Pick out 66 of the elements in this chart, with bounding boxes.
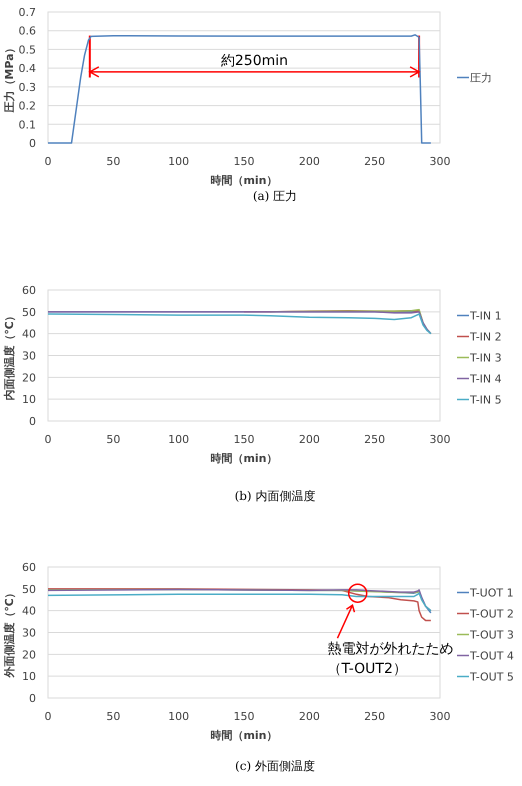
x-axis-title: 時間（min） [210, 729, 278, 742]
x-tick-label: 50 [106, 433, 120, 446]
legend-label: T-OUT 5 [469, 670, 514, 684]
legend-label: T-IN 1 [469, 310, 502, 322]
x-tick-label: 300 [430, 433, 450, 446]
y-tick-label: 60 [22, 284, 36, 297]
x-tick-label: 100 [168, 433, 190, 446]
x-tick-label: 250 [364, 433, 386, 446]
y-tick-label: 10 [22, 393, 36, 406]
y-tick-label: 40 [22, 328, 36, 341]
y-tick-label: 0.2 [18, 100, 36, 113]
x-axis-title: 時間（min） [210, 452, 278, 465]
y-tick-label: 0.7 [18, 6, 36, 19]
x-tick-label: 0 [44, 710, 52, 723]
text: (a) 圧力 [252, 189, 298, 203]
x-tick-label: 150 [234, 433, 254, 446]
legend-label: T-IN 3 [469, 352, 502, 364]
y-tick-label: 0.6 [18, 24, 36, 38]
x-tick-label: 50 [106, 155, 120, 168]
legend-label: T-OUT 2 [469, 608, 514, 620]
legend-label: T-OUT 3 [469, 628, 514, 642]
y-tick-label: 10 [22, 670, 36, 684]
legend-label: T-UOT 1 [469, 586, 514, 600]
x-tick-label: 150 [234, 710, 254, 723]
x-tick-label: 200 [298, 155, 320, 168]
legend-label: T-IN 5 [469, 394, 502, 406]
y-tick-label: 30 [22, 626, 36, 640]
x-axis-title: 時間（min） [210, 174, 278, 187]
x-tick-label: 0 [44, 433, 52, 446]
y-axis-title: 内面側温度（℃） [3, 310, 16, 401]
y-tick-label: 50 [22, 306, 36, 319]
y-tick-label: 0 [29, 692, 36, 705]
y-tick-label: 50 [22, 582, 36, 596]
legend-label: T-OUT 4 [469, 650, 514, 662]
annotation: （T-OUT2） [327, 661, 407, 678]
x-tick-label: 300 [430, 710, 450, 723]
y-tick-label: 60 [22, 561, 36, 574]
x-tick-label: 250 [364, 155, 386, 168]
annotation: 約250min [220, 52, 288, 69]
y-tick-label: 30 [22, 350, 36, 362]
x-tick-label: 250 [364, 710, 386, 723]
x-tick-label: 150 [234, 155, 254, 168]
x-tick-label: 200 [298, 710, 320, 723]
annotation: 熱電対が外れたため [327, 641, 454, 658]
legend-label: 圧力 [470, 72, 492, 84]
y-tick-label: 0.4 [18, 62, 36, 76]
x-tick-label: 0 [44, 155, 52, 168]
y-tick-label: 40 [22, 604, 36, 618]
x-tick-label: 200 [298, 433, 320, 446]
text: (c) 外面側温度 [235, 759, 315, 773]
text: (b) 内面側温度 [234, 489, 316, 503]
y-tick-label: 0.5 [18, 43, 36, 56]
y-tick-label: 0 [29, 137, 36, 150]
x-tick-label: 100 [168, 710, 190, 723]
y-tick-label: 0.3 [18, 80, 36, 94]
x-tick-label: 50 [106, 710, 120, 723]
y-tick-label: 20 [22, 371, 36, 384]
y-axis-title: 外面側温度（℃） [3, 587, 16, 679]
y-tick-label: 0 [29, 415, 36, 428]
y-tick-label: 0.1 [18, 118, 36, 132]
y-axis-title: 圧力（MPa） [3, 42, 16, 114]
x-tick-label: 300 [430, 155, 450, 168]
legend-label: T-IN 2 [469, 330, 502, 344]
y-tick-label: 20 [22, 648, 36, 662]
x-tick-label: 100 [168, 155, 190, 168]
legend-label: T-IN 4 [469, 372, 502, 386]
